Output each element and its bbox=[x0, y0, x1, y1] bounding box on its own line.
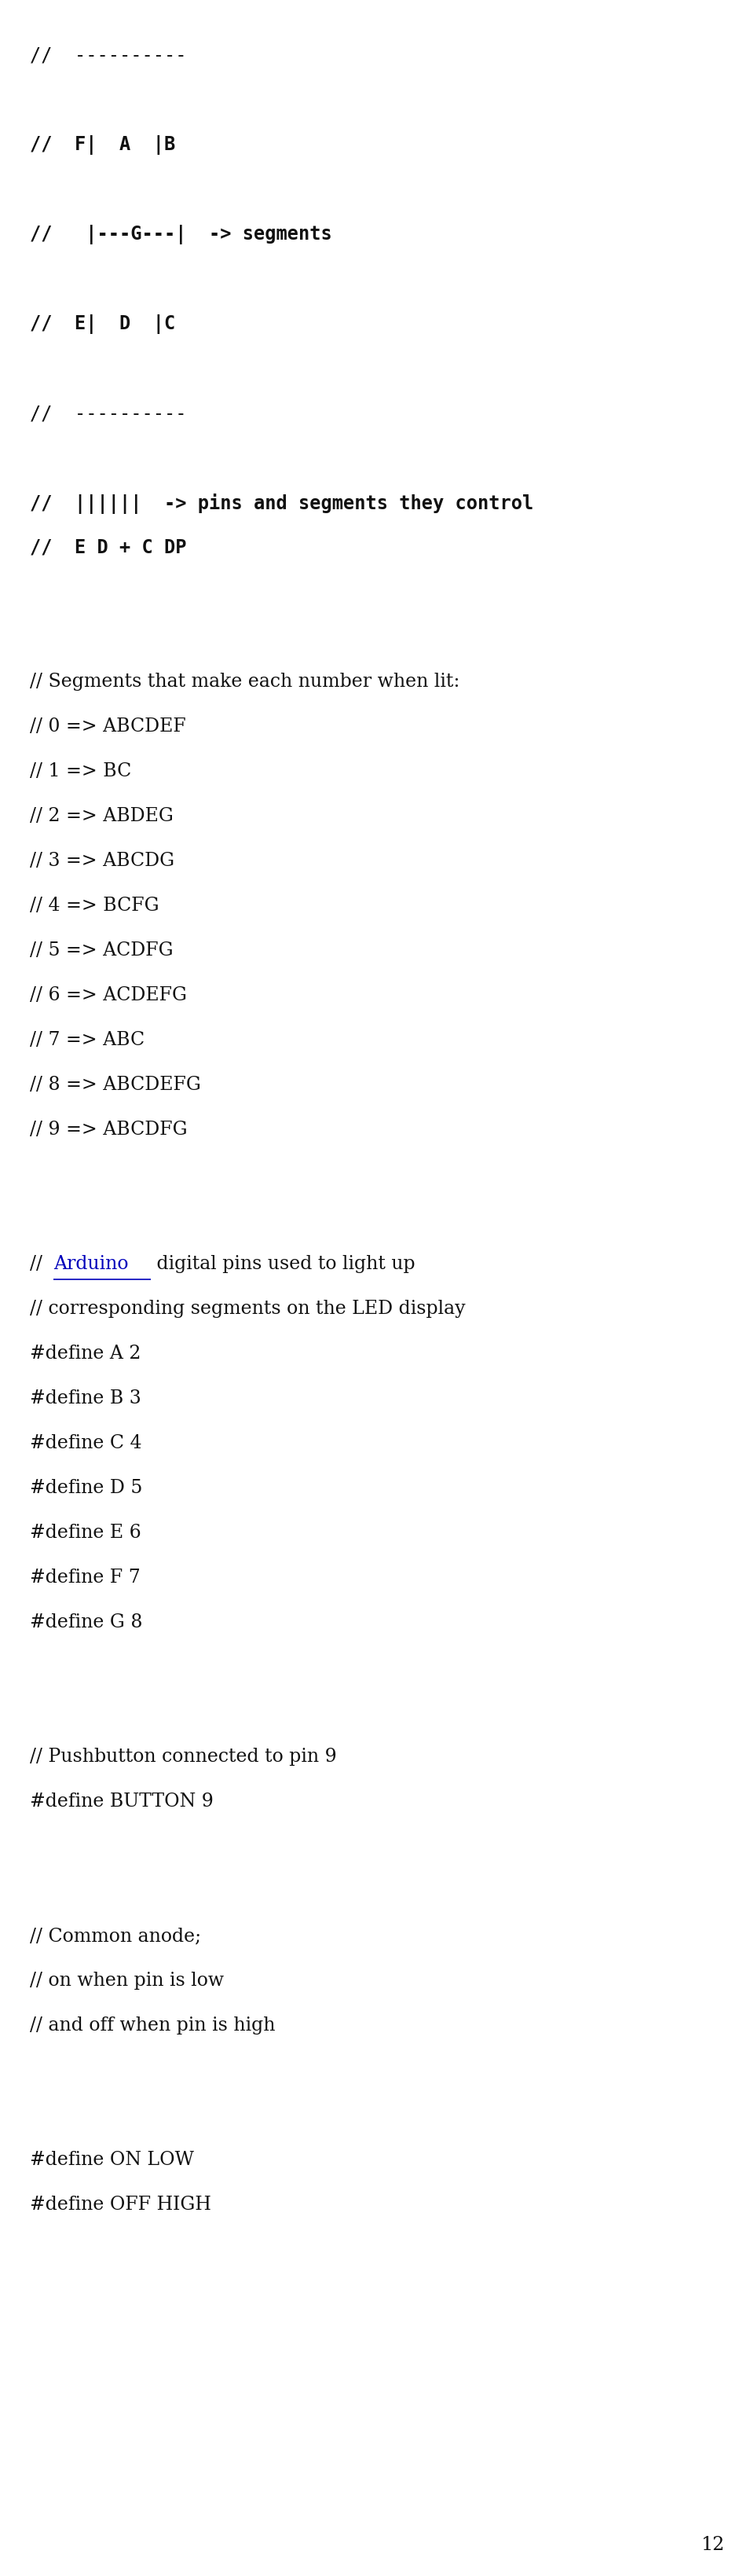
Text: //: // bbox=[30, 1255, 48, 1273]
Text: #define E 6: #define E 6 bbox=[30, 1525, 141, 1543]
Text: // 7 => ABC: // 7 => ABC bbox=[30, 1030, 145, 1048]
Text: //  F|  A  |B: // F| A |B bbox=[30, 134, 176, 155]
Text: // 0 => ABCDEF: // 0 => ABCDEF bbox=[30, 719, 186, 737]
Text: // 5 => ACDFG: // 5 => ACDFG bbox=[30, 940, 173, 958]
Text: Arduino: Arduino bbox=[54, 1255, 129, 1273]
Text: // Segments that make each number when lit:: // Segments that make each number when l… bbox=[30, 672, 460, 690]
Text: // Common anode;: // Common anode; bbox=[30, 1927, 201, 1945]
Text: #define C 4: #define C 4 bbox=[30, 1435, 142, 1453]
Text: // Pushbutton connected to pin 9: // Pushbutton connected to pin 9 bbox=[30, 1747, 337, 1765]
Text: // on when pin is low: // on when pin is low bbox=[30, 1971, 224, 1989]
Text: #define B 3: #define B 3 bbox=[30, 1388, 141, 1406]
Text: //   |---G---|  -> segments: // |---G---| -> segments bbox=[30, 224, 332, 245]
Text: //  ----------: // ---------- bbox=[30, 46, 186, 64]
Text: //  ----------: // ---------- bbox=[30, 404, 186, 422]
Text: #define OFF HIGH: #define OFF HIGH bbox=[30, 2195, 211, 2213]
Text: #define ON LOW: #define ON LOW bbox=[30, 2151, 194, 2169]
Text: //  E D + C DP: // E D + C DP bbox=[30, 538, 186, 556]
Text: // 4 => BCFG: // 4 => BCFG bbox=[30, 896, 159, 914]
Text: // 2 => ABDEG: // 2 => ABDEG bbox=[30, 806, 173, 824]
Text: // 3 => ABCDG: // 3 => ABCDG bbox=[30, 853, 174, 871]
Text: #define D 5: #define D 5 bbox=[30, 1479, 143, 1497]
Text: #define A 2: #define A 2 bbox=[30, 1345, 141, 1363]
Text: // 9 => ABCDFG: // 9 => ABCDFG bbox=[30, 1121, 188, 1139]
Text: digital pins used to light up: digital pins used to light up bbox=[151, 1255, 415, 1273]
Text: #define BUTTON 9: #define BUTTON 9 bbox=[30, 1793, 213, 1811]
Text: // 6 => ACDEFG: // 6 => ACDEFG bbox=[30, 987, 187, 1005]
Text: 12: 12 bbox=[700, 2535, 724, 2553]
Text: // corresponding segments on the LED display: // corresponding segments on the LED dis… bbox=[30, 1301, 465, 1319]
Text: //  E|  D  |C: // E| D |C bbox=[30, 314, 176, 335]
Text: // 8 => ABCDEFG: // 8 => ABCDEFG bbox=[30, 1077, 201, 1095]
Text: #define F 7: #define F 7 bbox=[30, 1569, 140, 1587]
Text: // 1 => BC: // 1 => BC bbox=[30, 762, 131, 781]
Text: // and off when pin is high: // and off when pin is high bbox=[30, 2017, 275, 2035]
Text: #define G 8: #define G 8 bbox=[30, 1613, 143, 1631]
Text: //  ||||||  -> pins and segments they control: // |||||| -> pins and segments they cont… bbox=[30, 495, 534, 515]
